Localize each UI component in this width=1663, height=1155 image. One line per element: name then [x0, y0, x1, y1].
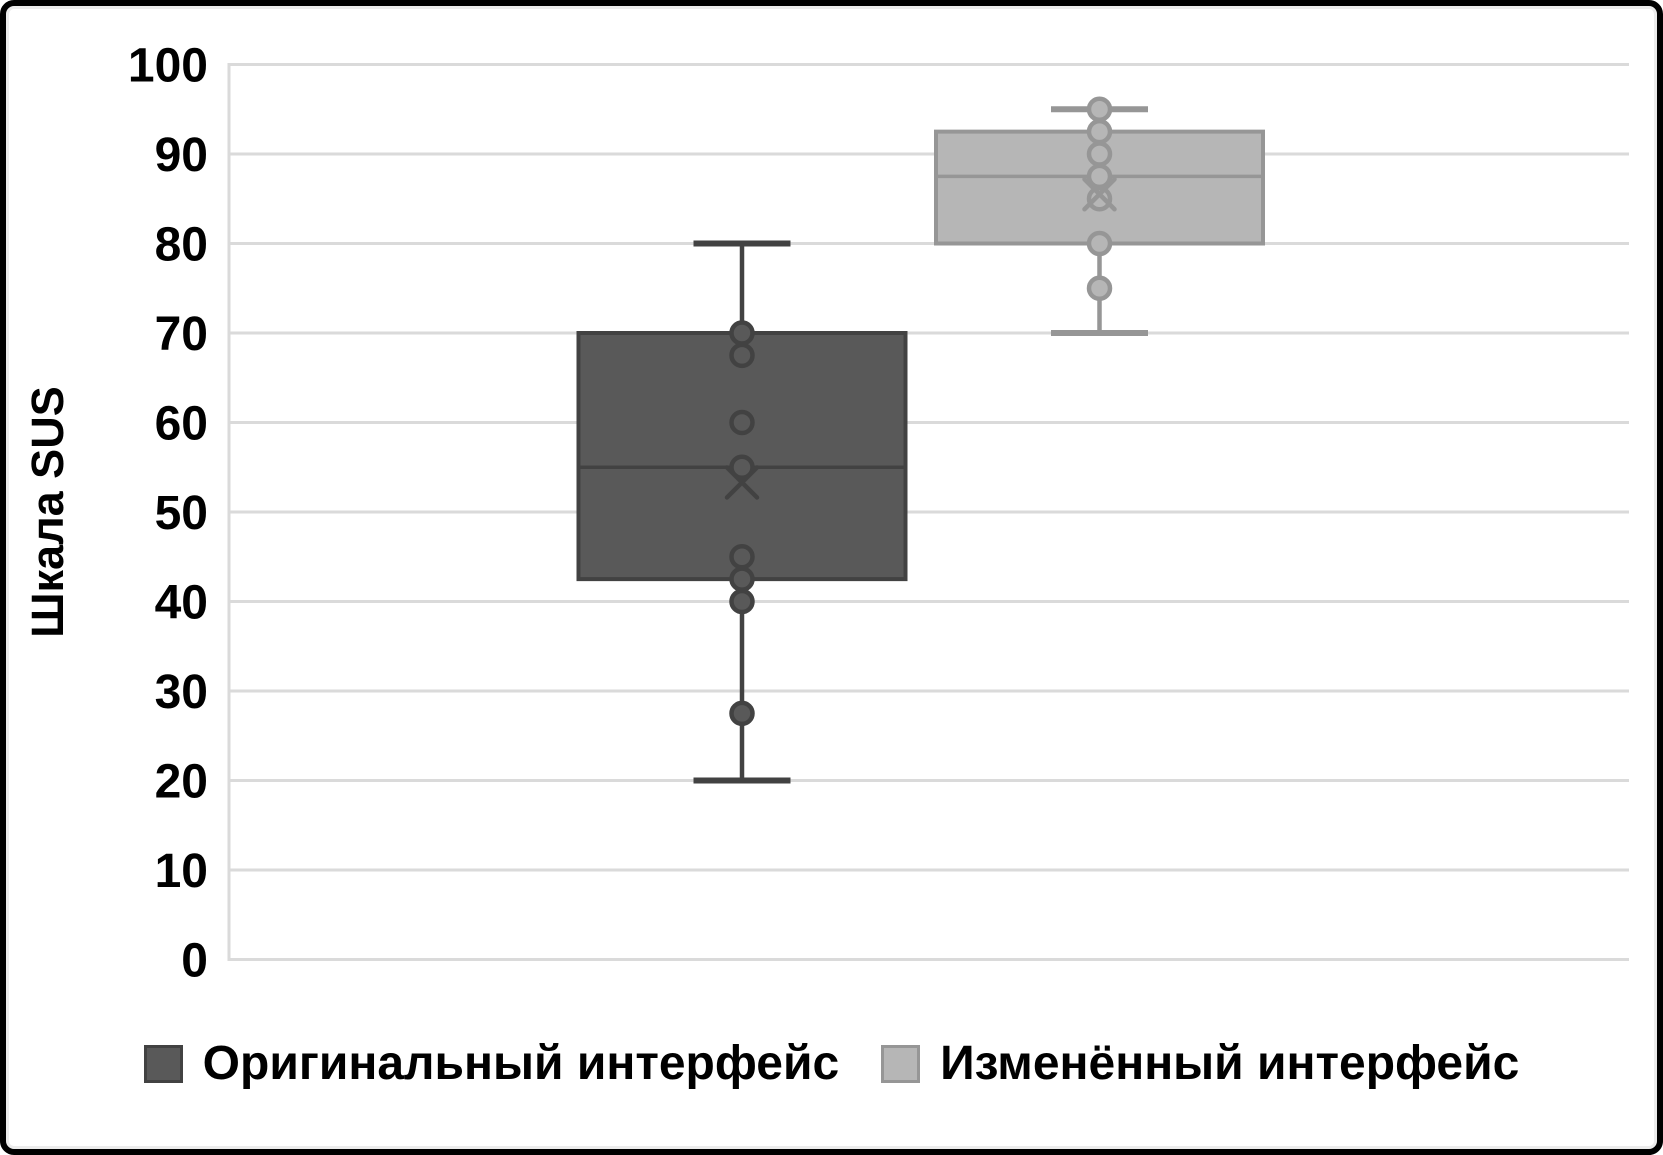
y-tick-label-60: 60 [155, 398, 208, 451]
y-tick-label-30: 30 [155, 666, 208, 719]
data-point-modified-95 [1086, 96, 1113, 122]
y-axis-title: Шкала SUS [22, 386, 73, 637]
legend: Оригинальный интерфейс Изменённый интерф… [6, 1037, 1657, 1091]
data-point-original-60 [729, 409, 755, 436]
y-tick-label-80: 80 [155, 219, 208, 272]
mean-marker-original [724, 465, 760, 500]
data-point-modified-75 [1086, 275, 1113, 301]
y-tick-label-90: 90 [155, 129, 208, 182]
data-point-original-67.5 [729, 342, 755, 369]
legend-label-modified: Изменённый интерфейс [940, 1037, 1520, 1090]
y-tick-label-20: 20 [155, 756, 208, 809]
y-tick-label-10: 10 [155, 845, 208, 898]
y-tick-label-40: 40 [155, 577, 208, 630]
mean-marker-modified [1082, 177, 1117, 212]
legend-item-modified: Изменённый интерфейс [881, 1037, 1520, 1091]
data-point-original-40 [729, 588, 755, 615]
data-point-modified-87.5 [1086, 163, 1113, 190]
y-tick-label-70: 70 [155, 308, 208, 361]
y-tick-label-0: 0 [181, 935, 208, 988]
data-point-modified-80 [1086, 230, 1113, 257]
legend-label-original: Оригинальный интерфейс [202, 1037, 840, 1090]
legend-swatch-original [143, 1045, 183, 1084]
data-point-modified-85 [1086, 186, 1113, 212]
data-point-original-45 [729, 544, 755, 570]
data-point-original-70 [729, 320, 755, 346]
data-point-original-55 [729, 454, 755, 480]
legend-swatch-modified [881, 1045, 921, 1084]
data-point-original-27.5 [729, 700, 755, 727]
data-point-original-42.5 [729, 566, 755, 592]
y-tick-label-100: 100 [128, 40, 208, 93]
boxplot-chart: 0 10 20 30 40 50 60 70 80 90 100 Шкала SUS [22, 40, 1629, 988]
data-point-modified-92.5 [1086, 118, 1113, 145]
data-point-modified-90 [1086, 141, 1113, 167]
legend-item-original: Оригинальный интерфейс [143, 1037, 840, 1091]
y-tick-label-50: 50 [155, 487, 208, 540]
